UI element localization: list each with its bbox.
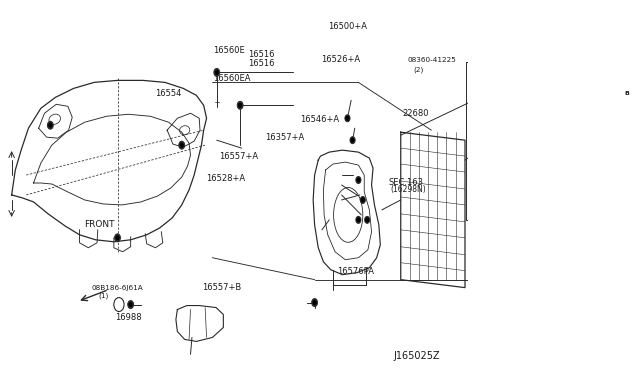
Text: 22680: 22680	[403, 109, 429, 118]
Text: 08360-41225: 08360-41225	[407, 57, 456, 63]
Text: 16557+A: 16557+A	[219, 152, 258, 161]
Text: 16988: 16988	[115, 313, 142, 322]
Text: 16500+A: 16500+A	[328, 22, 367, 31]
Text: SEC.163: SEC.163	[388, 178, 424, 187]
Circle shape	[356, 217, 361, 223]
Text: (16298N): (16298N)	[390, 185, 426, 194]
Text: B: B	[625, 91, 630, 96]
Text: 16557+B: 16557+B	[202, 283, 241, 292]
Text: FRONT: FRONT	[84, 221, 115, 230]
Text: J165025Z: J165025Z	[393, 351, 440, 361]
Text: 16576PA: 16576PA	[337, 267, 374, 276]
Text: 16560EA: 16560EA	[213, 74, 251, 83]
Circle shape	[114, 298, 124, 311]
Circle shape	[357, 218, 360, 222]
Circle shape	[357, 178, 360, 182]
Text: 16528+A: 16528+A	[206, 174, 245, 183]
Circle shape	[180, 143, 183, 147]
Circle shape	[312, 299, 317, 307]
Circle shape	[365, 217, 370, 223]
Circle shape	[621, 94, 623, 98]
Circle shape	[237, 101, 243, 109]
Circle shape	[346, 116, 349, 120]
Circle shape	[314, 301, 316, 304]
Circle shape	[128, 301, 134, 308]
Text: 16526+A: 16526+A	[321, 55, 360, 64]
Text: (1): (1)	[99, 292, 109, 299]
Text: 16357+A: 16357+A	[265, 133, 304, 142]
Circle shape	[360, 196, 365, 203]
Circle shape	[179, 141, 185, 149]
Circle shape	[47, 121, 53, 129]
Circle shape	[356, 177, 361, 183]
Circle shape	[351, 138, 354, 142]
Circle shape	[362, 198, 364, 202]
Circle shape	[366, 218, 369, 222]
Text: 16516: 16516	[248, 50, 275, 59]
Text: 08B186-6J61A: 08B186-6J61A	[92, 285, 143, 291]
Circle shape	[239, 103, 241, 107]
Circle shape	[350, 137, 355, 144]
Circle shape	[214, 68, 220, 76]
Text: (2): (2)	[413, 66, 424, 73]
Circle shape	[618, 92, 626, 101]
Circle shape	[622, 86, 632, 100]
Text: B: B	[116, 302, 122, 307]
Text: 16546+A: 16546+A	[300, 115, 339, 124]
Circle shape	[115, 234, 120, 242]
Circle shape	[116, 236, 119, 240]
Text: 16560E: 16560E	[213, 46, 245, 55]
Circle shape	[129, 303, 132, 307]
Text: 16554: 16554	[155, 89, 181, 98]
Text: 16516: 16516	[248, 59, 275, 68]
Circle shape	[345, 115, 350, 122]
Circle shape	[216, 71, 218, 74]
Circle shape	[49, 124, 52, 127]
